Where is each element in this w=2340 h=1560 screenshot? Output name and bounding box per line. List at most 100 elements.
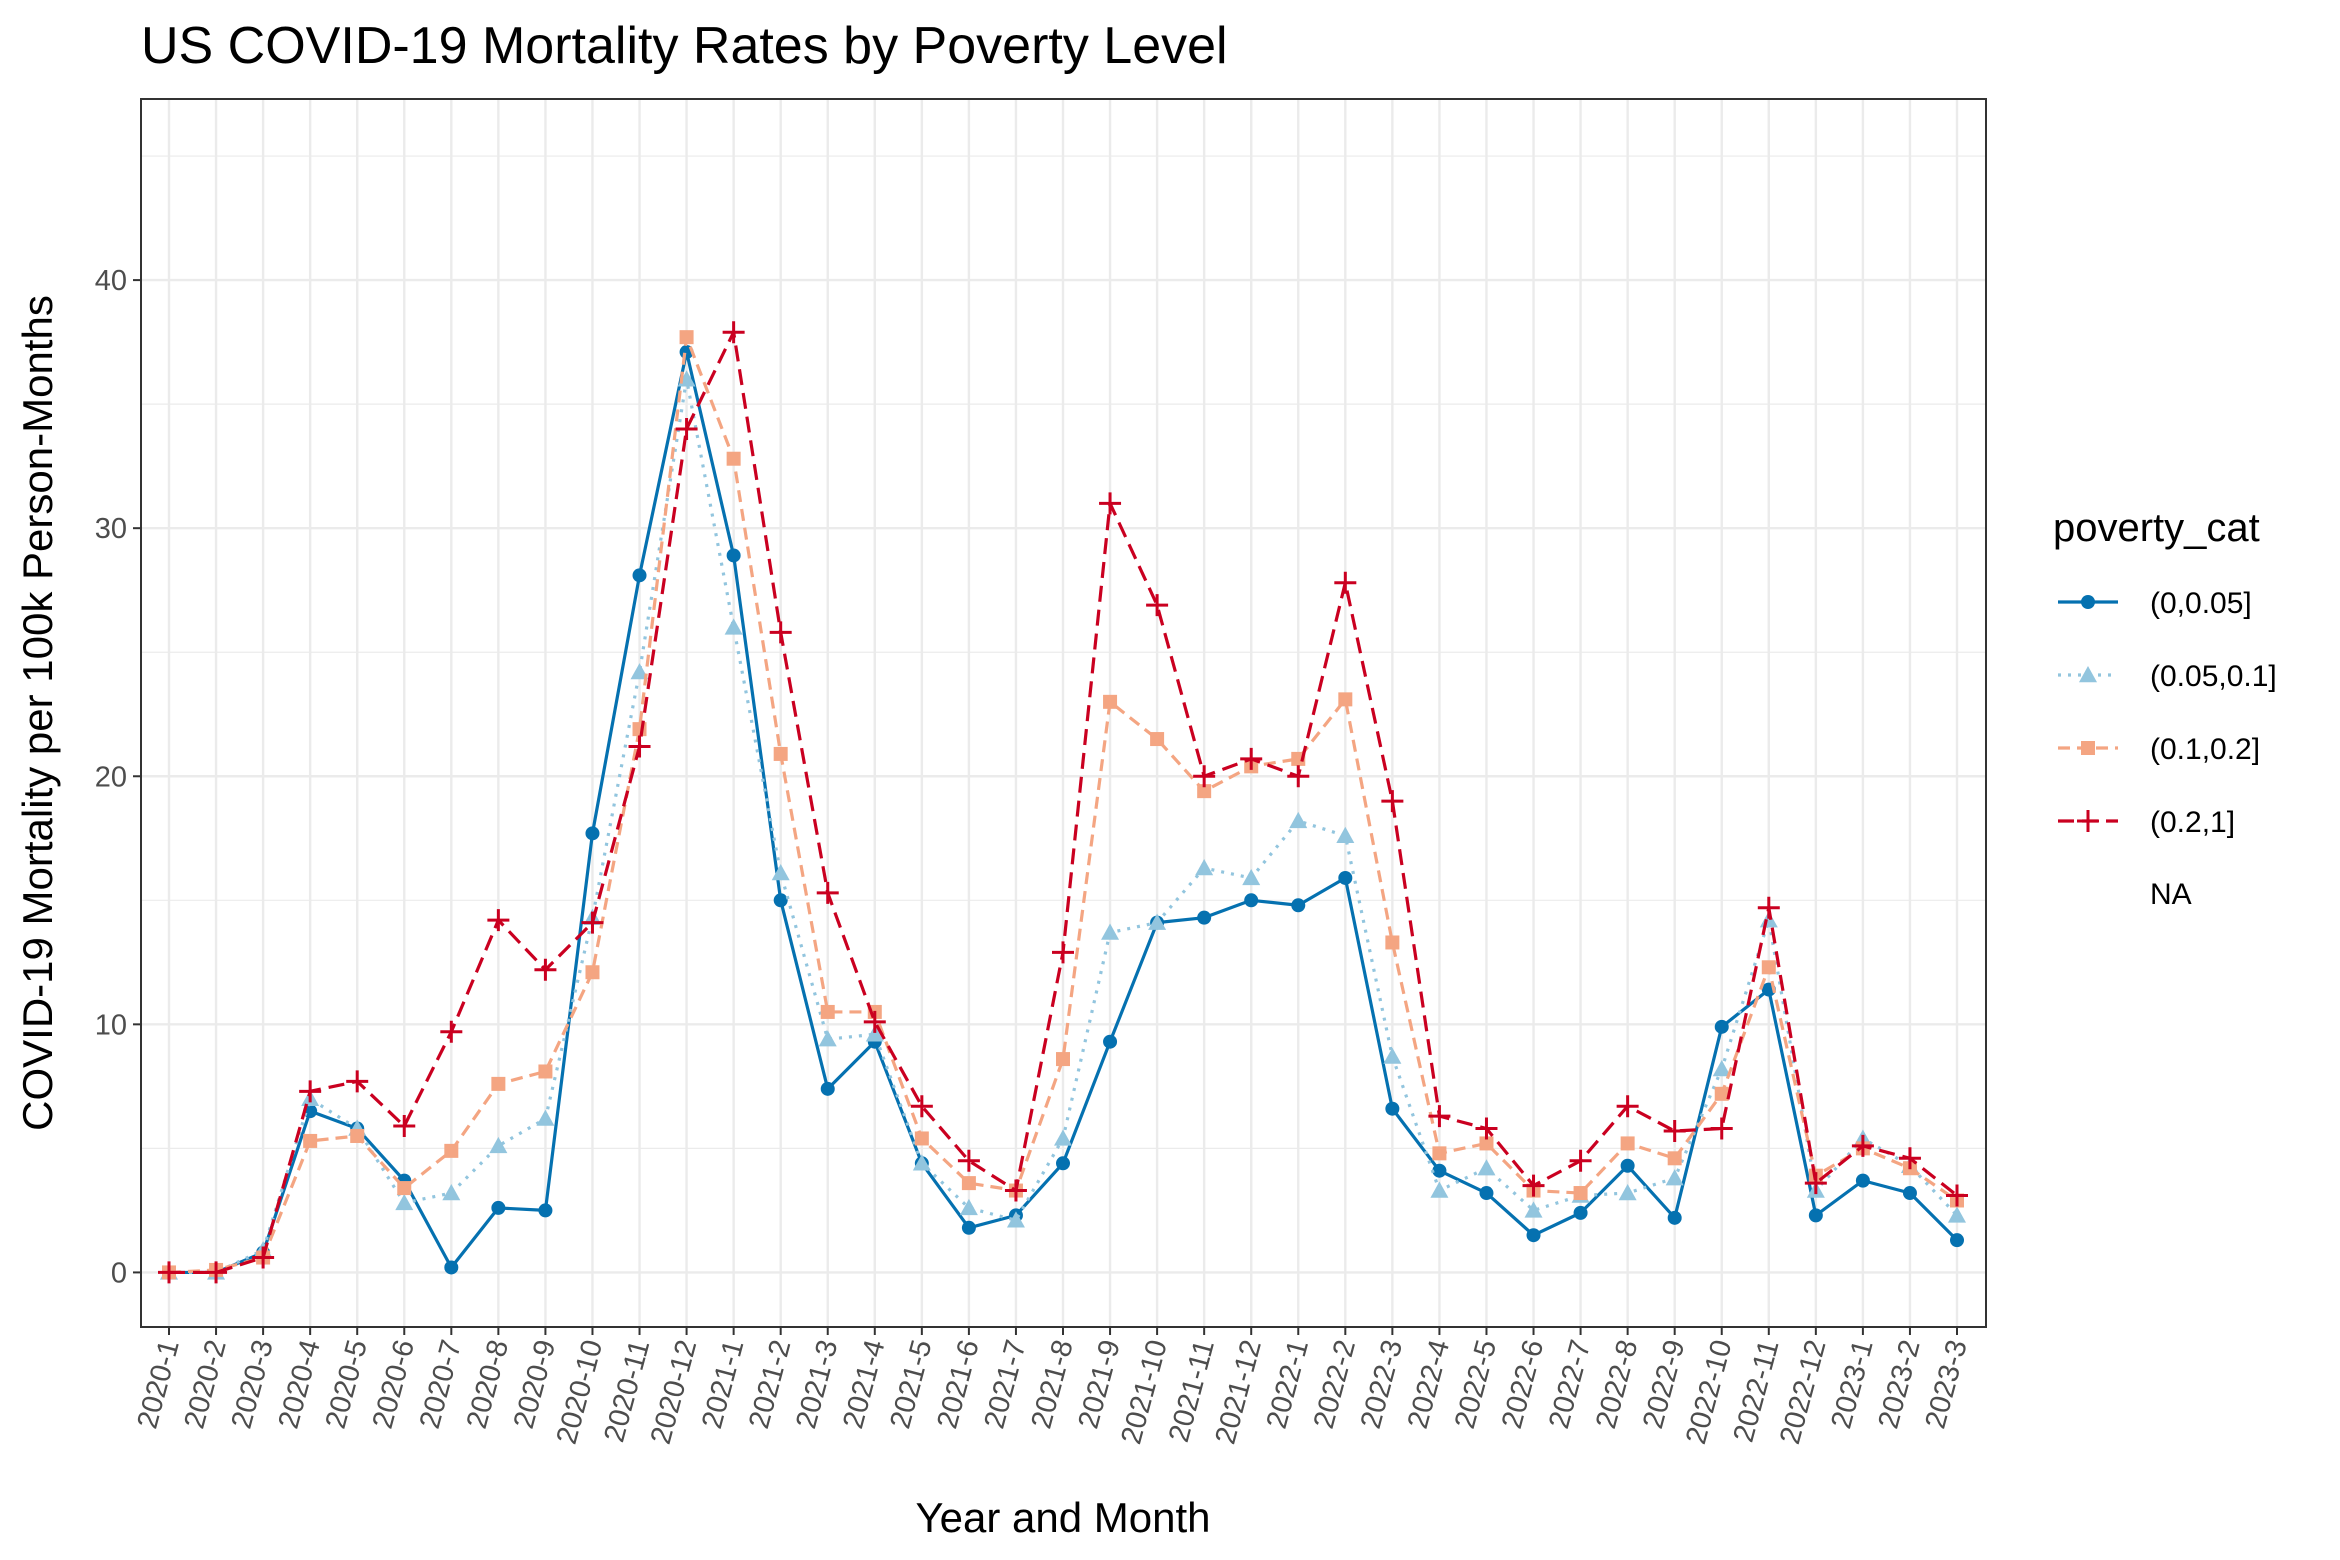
data-point: [912, 1154, 931, 1171]
data-point: [865, 1025, 884, 1042]
data-point: [1946, 1184, 1968, 1207]
x-tick-label: 2020-5: [320, 1337, 374, 1433]
data-point: [722, 321, 745, 344]
x-tick-label: 2022-3: [1355, 1337, 1409, 1433]
data-point: [350, 1128, 365, 1143]
data-point: [1522, 1174, 1545, 1197]
data-point: [1242, 868, 1261, 886]
data-point: [393, 1115, 416, 1138]
legend-label-na: NA: [2150, 878, 2192, 911]
x-tick-label: 2022-2: [1308, 1337, 1362, 1433]
legend: poverty_cat (0,0.05](0.05,0.1](0.1,0.2](…: [2053, 506, 2277, 911]
x-tick-label: 2021-3: [790, 1337, 844, 1433]
data-point: [1855, 1173, 1870, 1188]
data-point: [1620, 1136, 1635, 1151]
data-point: [397, 1181, 412, 1196]
data-point: [1573, 1186, 1588, 1201]
data-point: [1665, 1169, 1684, 1186]
data-point: [1244, 893, 1259, 908]
data-point: [205, 1261, 228, 1284]
x-tick-label: 2022-4: [1402, 1337, 1456, 1433]
data-point: [1193, 765, 1216, 788]
data-point: [1099, 492, 1122, 515]
data-point: [1054, 1129, 1072, 1146]
data-point: [585, 965, 600, 980]
legend-key-marker: [2077, 810, 2099, 832]
data-point: [1336, 826, 1355, 843]
data-point: [1289, 811, 1308, 829]
data-point: [1430, 1181, 1449, 1198]
data-point: [538, 1203, 553, 1218]
data-point: [679, 330, 694, 345]
data-point: [675, 417, 698, 440]
data-point: [1004, 1179, 1027, 1202]
data-point: [726, 451, 741, 466]
data-point: [1902, 1186, 1917, 1201]
data-point: [1338, 692, 1353, 707]
data-point: [252, 1246, 275, 1269]
data-point: [1148, 913, 1167, 930]
data-point: [444, 1260, 459, 1275]
data-point: [1524, 1201, 1543, 1218]
x-tick-label: 2021-2: [743, 1337, 797, 1433]
data-point: [1146, 594, 1169, 617]
data-point: [1056, 1052, 1070, 1067]
x-tick-label: 2020-6: [367, 1337, 421, 1433]
x-axis: 2020-12020-22020-32020-42020-52020-62020…: [131, 1327, 1974, 1448]
legend-item: (0,0.05]: [2058, 587, 2252, 620]
data-point: [538, 1064, 553, 1079]
data-point: [299, 1080, 322, 1103]
data-point: [1479, 1136, 1494, 1151]
data-point: [773, 746, 788, 761]
y-tick-label: 0: [111, 1257, 127, 1289]
data-point: [816, 881, 839, 904]
data-point: [1804, 1172, 1827, 1195]
data-point: [628, 735, 651, 758]
legend-label: (0.2,1]: [2150, 806, 2235, 839]
x-tick-label: 2020-8: [461, 1337, 515, 1433]
y-tick-label: 10: [95, 1009, 127, 1041]
data-point: [1667, 1151, 1682, 1166]
data-point: [1620, 1158, 1635, 1173]
data-point: [1103, 1034, 1118, 1049]
legend-item: (0.2,1]: [2058, 806, 2235, 839]
data-point: [1338, 870, 1353, 885]
x-tick-label: 2022-9: [1637, 1337, 1691, 1433]
x-tick-label: 2023-2: [1872, 1337, 1926, 1433]
data-point: [395, 1193, 414, 1211]
data-point: [820, 1081, 835, 1096]
x-tick-label: 2021-4: [837, 1337, 891, 1433]
x-tick-label: 2021-9: [1073, 1337, 1127, 1433]
series-layer: [158, 321, 1968, 1284]
data-point: [1432, 1163, 1447, 1178]
data-point: [1898, 1147, 1921, 1170]
legend-key-marker: [2079, 666, 2097, 683]
data-point: [818, 1030, 837, 1047]
legend-title: poverty_cat: [2053, 506, 2260, 550]
x-tick-label: 2020-2: [179, 1337, 233, 1433]
data-point: [1712, 1059, 1731, 1077]
data-point: [1197, 784, 1212, 799]
data-point: [1667, 1210, 1682, 1225]
x-tick-label: 2022-5: [1449, 1337, 1503, 1433]
data-point: [769, 621, 792, 644]
data-point: [1714, 1086, 1729, 1101]
data-point: [1710, 1117, 1733, 1140]
y-tick-label: 20: [95, 761, 127, 793]
x-tick-label: 2023-3: [1919, 1337, 1973, 1433]
data-point: [1950, 1233, 1964, 1248]
data-point: [1383, 1047, 1402, 1064]
data-point: [773, 893, 788, 908]
data-point: [1240, 747, 1263, 770]
data-point: [444, 1143, 459, 1158]
data-point: [632, 568, 647, 583]
data-point: [491, 1076, 506, 1091]
data-point: [1197, 910, 1212, 925]
legend-item: (0.05,0.1]: [2058, 660, 2277, 693]
x-tick-label: 2021-8: [1025, 1337, 1079, 1433]
x-axis-title: Year and Month: [915, 1494, 1210, 1541]
data-point: [1618, 1184, 1637, 1201]
data-point: [1195, 859, 1214, 876]
data-point: [1334, 571, 1357, 594]
